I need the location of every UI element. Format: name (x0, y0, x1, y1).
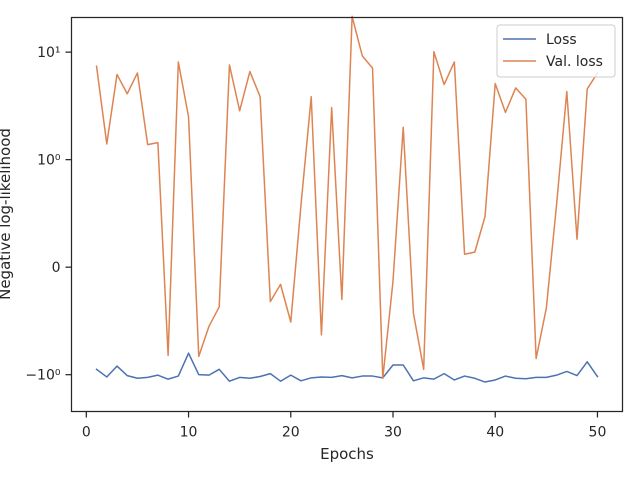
x-axis: 0 10 20 30 40 50 (82, 411, 607, 441)
legend: Loss Val. loss (496, 24, 616, 78)
y-tick-label: 0 (52, 260, 61, 276)
series-layer (95, 15, 599, 383)
x-tick-label: 10 (180, 425, 198, 441)
x-tick-label: 20 (282, 425, 300, 441)
legend-label-val-loss: Val. loss (546, 54, 603, 70)
y-tick-label: −10⁰ (25, 368, 61, 384)
plot-frame (70, 16, 624, 413)
x-axis-label: Epochs (320, 445, 374, 463)
y-axis: −10⁰ 0 10⁰ 10¹ (25, 45, 72, 384)
y-tick-label: 10⁰ (37, 153, 61, 169)
series-line-val-loss (95, 15, 599, 380)
series-line-loss (95, 352, 599, 383)
legend-box (496, 24, 616, 78)
x-tick-label: 40 (486, 425, 504, 441)
x-tick-label: 0 (82, 425, 91, 441)
x-tick-label: 50 (589, 425, 607, 441)
y-tick-label: 10¹ (37, 45, 60, 61)
y-axis-label: Negative log-likelihood (0, 128, 14, 300)
x-tick-label: 30 (384, 425, 402, 441)
legend-label-loss: Loss (546, 32, 577, 48)
